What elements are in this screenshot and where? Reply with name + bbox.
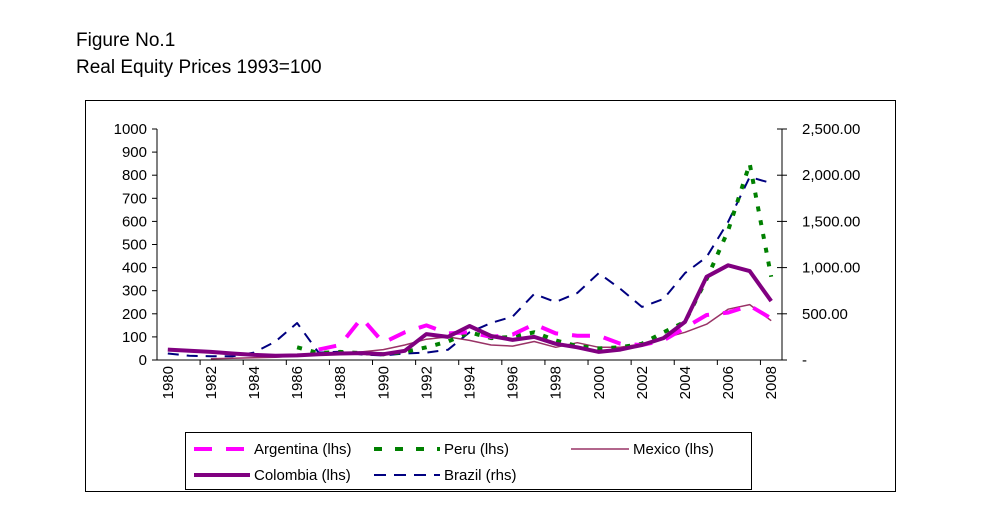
legend-label-mexico: Mexico (lhs): [633, 440, 714, 458]
y-tick-label-left: 800: [122, 167, 147, 184]
series-line-peru: [296, 161, 774, 357]
x-tick-label: 1986: [289, 366, 306, 399]
legend-item-colombia: Colombia (lhs): [192, 465, 351, 485]
legend-item-argentina: Argentina (lhs): [192, 439, 352, 459]
x-tick-label: 1988: [332, 366, 349, 399]
legend-swatch-argentina: [194, 447, 250, 451]
legend: Argentina (lhs) Peru (lhs) Mexico (lhs) …: [185, 432, 752, 490]
axes: 0 100 200 300 400 500 600 700 800 900 1000 - 500.00 1…: [114, 121, 861, 399]
legend-label-brazil: Brazil (rhs): [444, 466, 517, 484]
legend-swatch-mexico: [571, 448, 629, 450]
legend-label-peru: Peru (lhs): [444, 440, 510, 458]
x-tick-label: 1990: [375, 366, 392, 399]
x-tick-label: 1980: [160, 366, 177, 399]
y-tick-label-left: 700: [122, 190, 147, 207]
legend-label-colombia: Colombia (lhs): [254, 466, 351, 484]
y-tick-label-right: 2,500.00: [802, 121, 860, 138]
legend-item-brazil: Brazil (rhs): [372, 465, 517, 485]
x-tick-label: 1982: [203, 366, 220, 399]
y-tick-label-right: 1,500.00: [802, 213, 860, 230]
figure-number: Figure No.1: [76, 30, 176, 51]
y-tick-label-left: 900: [122, 144, 147, 161]
series-line-brazil: [167, 176, 772, 358]
y-tick-label-left: 0: [139, 352, 147, 369]
x-tick-label: 2004: [677, 366, 694, 399]
x-tick-label: 1996: [505, 366, 522, 399]
x-tick-label: 2006: [720, 366, 737, 399]
y-tick-label-right: 1,000.00: [802, 260, 860, 277]
series-line-colombia: [167, 263, 773, 358]
y-tick-label-left: 500: [122, 237, 147, 254]
y-tick-label-right: 500.00: [802, 306, 848, 323]
series-line-argentina: [318, 303, 773, 352]
chart-frame: [85, 100, 896, 492]
y-tick-label-left: 400: [122, 260, 147, 277]
legend-item-peru: Peru (lhs): [372, 439, 509, 459]
y-tick-label-right: 2,000.00: [802, 167, 860, 184]
x-tick-label: 2002: [634, 366, 651, 399]
legend-label-argentina: Argentina (lhs): [254, 440, 352, 458]
y-tick-label-left: 1000: [114, 121, 147, 138]
legend-swatch-colombia: [194, 473, 250, 477]
y-tick-label-left: 200: [122, 306, 147, 323]
x-tick-label: 2008: [763, 366, 780, 399]
series-line-mexico: [210, 303, 772, 360]
y-tick-label-right: -: [802, 352, 807, 369]
figure-title: Real Equity Prices 1993=100: [76, 57, 322, 78]
y-tick-label-left: 600: [122, 213, 147, 230]
series-layer: [167, 161, 774, 360]
x-tick-label: 1994: [462, 366, 479, 399]
legend-swatch-brazil: [374, 474, 440, 476]
x-tick-label: 1984: [246, 366, 263, 399]
x-tick-label: 2000: [591, 366, 608, 399]
y-tick-label-left: 300: [122, 283, 147, 300]
legend-swatch-peru: [374, 447, 440, 451]
y-tick-label-left: 100: [122, 329, 147, 346]
x-tick-label: 1998: [548, 366, 565, 399]
x-tick-label: 1992: [418, 366, 435, 399]
legend-item-mexico: Mexico (lhs): [569, 439, 714, 459]
